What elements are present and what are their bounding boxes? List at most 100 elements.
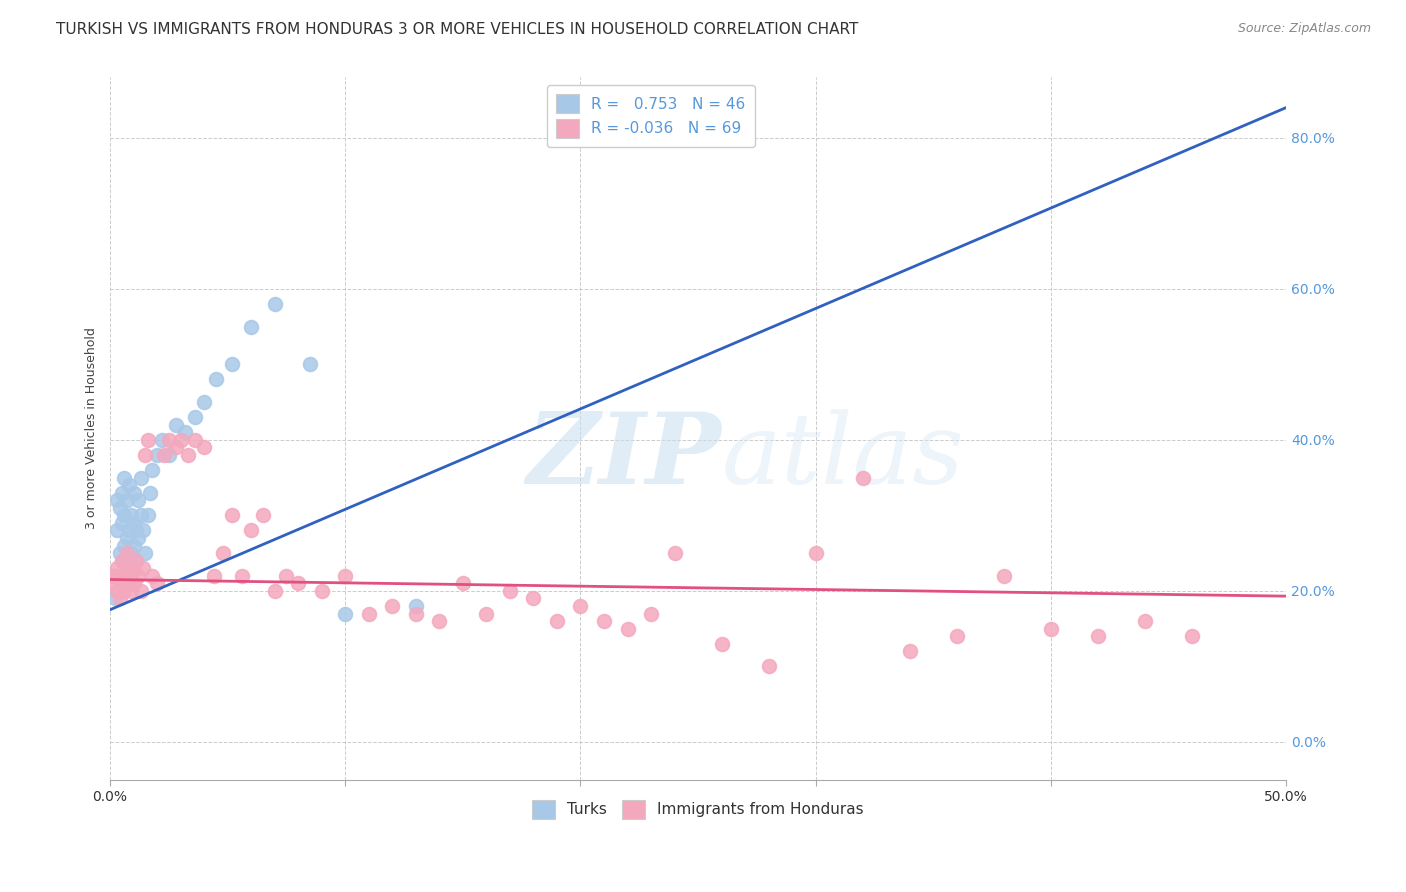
Point [852,470,875,484]
Point [122,516,145,530]
Point [129,508,152,523]
Point [112,568,135,582]
Point [122,485,145,500]
Point [118,478,141,492]
Y-axis label: 3 or more Vehicles in Household: 3 or more Vehicles in Household [86,327,98,530]
Point [101,576,124,591]
Point [193,441,215,455]
Point [112,470,135,484]
Point [311,583,333,598]
Point [287,576,309,591]
Point [593,614,616,628]
Point [153,448,176,462]
Text: TURKISH VS IMMIGRANTS FROM HONDURAS 3 OR MORE VEHICLES IN HOUSEHOLD CORRELATION : TURKISH VS IMMIGRANTS FROM HONDURAS 3 OR… [56,22,859,37]
Text: Source: ZipAtlas.com: Source: ZipAtlas.com [1237,22,1371,36]
Point [136,508,159,523]
Point [101,568,124,582]
Point [120,508,142,523]
Point [169,433,191,447]
Point [129,470,152,484]
Point [111,554,134,568]
Point [804,546,827,560]
Point [205,372,228,386]
Point [111,554,134,568]
Point [616,622,638,636]
Point [125,554,148,568]
Point [405,607,427,621]
Point [111,485,134,500]
Point [105,493,128,508]
Point [127,493,149,508]
Point [141,568,163,582]
Point [451,576,474,591]
Point [335,568,357,582]
Point [212,546,235,560]
Point [111,576,134,591]
Point [127,531,149,545]
Point [221,357,243,371]
Point [193,395,215,409]
Point [108,568,131,582]
Point [298,357,321,371]
Point [112,508,135,523]
Point [157,448,180,462]
Point [1087,629,1109,643]
Point [115,546,138,560]
Point [104,568,127,582]
Point [263,297,285,311]
Point [335,607,357,621]
Point [640,607,662,621]
Point [146,576,169,591]
Point [105,561,128,575]
Point [276,568,298,582]
Legend: Turks, Immigrants from Honduras: Turks, Immigrants from Honduras [526,794,870,824]
Point [945,629,967,643]
Text: atlas: atlas [721,409,965,504]
Point [165,441,187,455]
Point [129,583,152,598]
Point [112,583,135,598]
Point [898,644,921,658]
Point [427,614,450,628]
Point [184,410,207,425]
Point [108,591,131,606]
Point [108,500,131,515]
Point [122,561,145,575]
Point [115,493,138,508]
Point [381,599,404,613]
Point [132,561,155,575]
Point [127,568,149,582]
Point [165,417,187,432]
Point [405,599,427,613]
Point [252,508,274,523]
Point [104,591,127,606]
Point [569,599,592,613]
Point [177,448,200,462]
Point [758,659,780,673]
Point [134,448,156,462]
Point [141,463,163,477]
Point [115,561,138,575]
Point [118,576,141,591]
Point [1181,629,1204,643]
Point [105,524,128,538]
Point [240,524,263,538]
Point [118,524,141,538]
Point [132,524,155,538]
Point [111,516,134,530]
Point [122,576,145,591]
Point [240,319,263,334]
Point [202,568,225,582]
Point [118,568,141,582]
Point [108,546,131,560]
Point [499,583,522,598]
Point [150,433,173,447]
Point [134,546,156,560]
Point [112,539,135,553]
Point [263,583,285,598]
Point [475,607,498,621]
Point [122,539,145,553]
Point [184,433,207,447]
Point [136,433,159,447]
Point [357,607,380,621]
